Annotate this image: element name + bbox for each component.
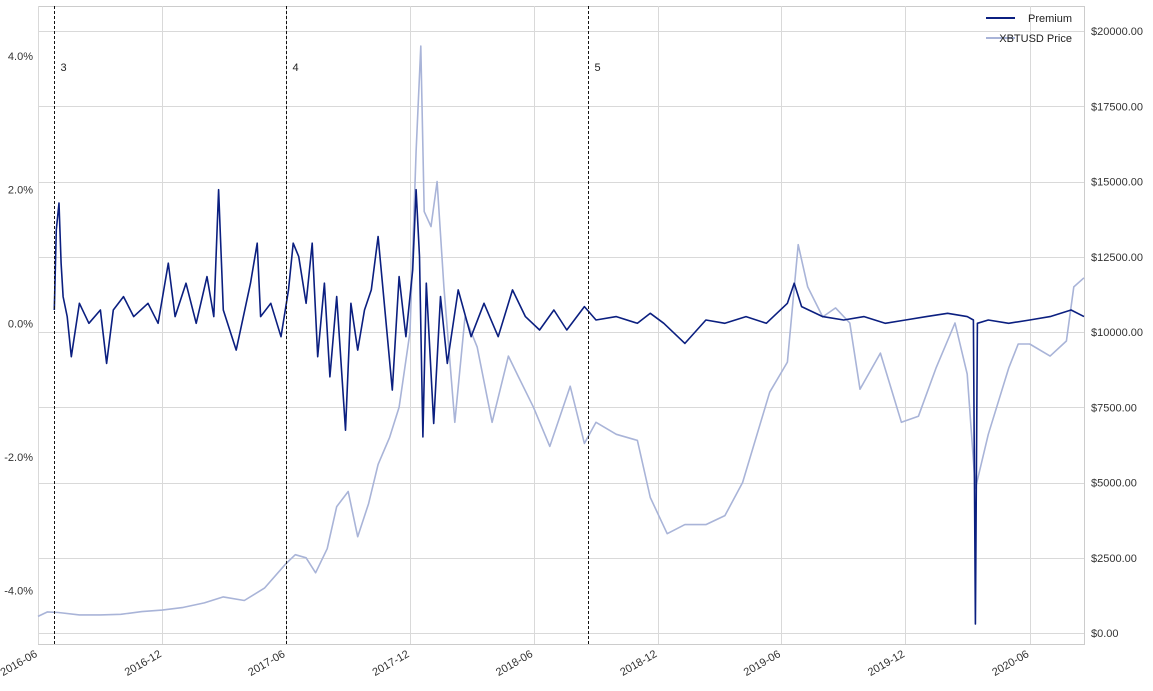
premium-line	[53, 188, 1085, 625]
y-right-axis-ticks: $0.00 $2500.00 $5000.00 $7500.00 $10000.00 $1…	[1091, 26, 1143, 640]
y-left-tick-label: 4.0%	[8, 51, 33, 63]
y-right-tick-label: $10000.00	[1091, 327, 1143, 339]
legend: Premium XBTUSD Price	[986, 13, 1072, 45]
x-tick-label: 2017-06	[246, 648, 287, 679]
y-left-axis-ticks: -4.0% -2.0% 0.0% 2.0% 4.0%	[4, 51, 33, 597]
y-right-tick-label: $7500.00	[1091, 402, 1137, 414]
event-marker-label: 4	[293, 62, 299, 74]
y-right-tick-label: $15000.00	[1091, 177, 1143, 189]
y-left-tick-label: 2.0%	[8, 185, 33, 197]
y-right-tick-label: $5000.00	[1091, 478, 1137, 490]
x-tick-label: 2019-12	[866, 648, 907, 679]
y-right-tick-label: $20000.00	[1091, 26, 1143, 38]
x-tick-label: 2018-06	[494, 648, 535, 679]
y-left-tick-label: 0.0%	[8, 318, 33, 330]
legend-label: XBTUSD Price	[999, 33, 1072, 45]
x-tick-label: 2016-12	[123, 648, 164, 679]
series-premium	[53, 188, 1085, 625]
legend-label: Premium	[1028, 13, 1072, 25]
x-tick-label: 2017-12	[371, 648, 412, 679]
plot-frame	[38, 6, 1085, 645]
series-xbtusd-price	[37, 45, 1085, 618]
x-tick-label: 2019-06	[742, 648, 783, 679]
x-tick-label: 2018-12	[618, 648, 659, 679]
x-axis-ticks: 2016-06 2016-12 2017-06 2017-12 2018-06 2018-…	[0, 648, 1031, 679]
y-right-tick-label: $12500.00	[1091, 252, 1143, 264]
x-tick-label: 2020-06	[990, 648, 1031, 679]
event-markers: 3 4 5	[54, 6, 601, 644]
y-right-tick-label: $2500.00	[1091, 553, 1137, 565]
event-marker-label: 3	[61, 62, 67, 74]
y-right-tick-label: $17500.00	[1091, 101, 1143, 113]
event-marker-label: 5	[595, 62, 601, 74]
x-tick-label: 2016-06	[0, 648, 39, 679]
y-left-tick-label: -4.0%	[4, 586, 33, 598]
y-left-tick-label: -2.0%	[4, 452, 33, 464]
y-right-tick-label: $0.00	[1091, 628, 1119, 640]
price-line	[37, 45, 1085, 618]
